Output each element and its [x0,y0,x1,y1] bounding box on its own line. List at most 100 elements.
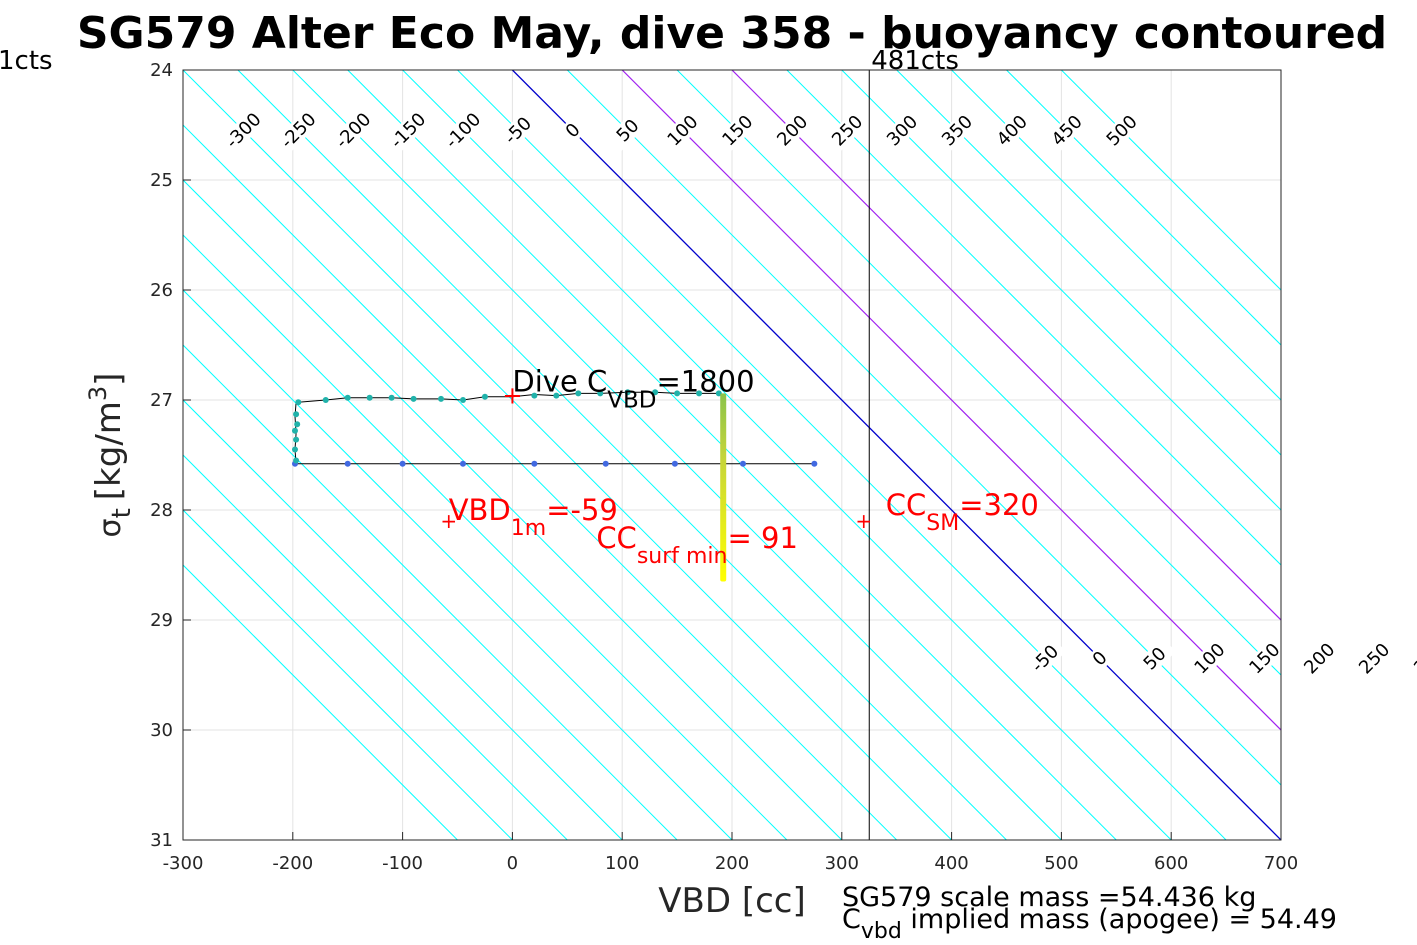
x-tick-label: 0 [507,853,518,874]
contour-line [183,289,733,840]
y-axis-close: ] [89,373,129,386]
contour-line [183,179,843,840]
annotation-marker: + [440,509,457,533]
contour-label-bg [277,109,320,152]
contour-line [676,70,1281,676]
climb-point [410,395,417,402]
footer-c: C [842,904,861,935]
x-tick-label: 400 [934,853,968,874]
annotation-text: VBD [449,493,511,527]
contour-label-bg [1023,637,1067,680]
dive-cvbd-sub: VBD [607,388,656,414]
dive-cvbd-value: =1800 [656,365,754,399]
annotation-label: CCSM=320 [886,488,1039,536]
dive-point [671,460,678,467]
annotation-value: = 91 [728,521,798,555]
contour-label-bg [496,109,540,152]
contour-label-bg [1100,109,1143,152]
dive-point [459,460,466,467]
contour-line [402,70,1172,840]
annotation-text: CC [596,521,637,555]
contour-label-bg [990,109,1034,152]
y-axis-sup: 3 [84,386,112,401]
climb-point [293,411,300,418]
climb-point [531,392,538,399]
dive-point [344,460,351,467]
x-axis-label: VBD [cc] [658,881,806,921]
contour-line [457,70,1227,840]
dive-point [531,460,538,467]
annotation-sub: 1m [511,516,546,541]
x-tick-label: -300 [163,853,204,874]
climb-point [293,436,300,443]
contour-label-bg [441,109,485,152]
dive-traces [291,389,818,582]
climb-point [459,397,466,403]
climb-point [674,390,681,397]
climb-point [366,394,373,401]
contour-label-bg [1298,637,1341,680]
contour-label-bg [1188,637,1231,680]
y-tick-label: 29 [150,610,173,631]
contour-line [566,70,1281,786]
contour-line [183,509,513,840]
contour-line [183,234,788,840]
dive-point [399,460,406,467]
dive-point [602,460,609,467]
footer-line-2: Cvbd implied mass (apogee) = 54.49 [842,904,1337,944]
climb-point [294,421,301,428]
contour-line [731,70,1281,621]
contour-line [511,70,1281,840]
contour-line [183,454,568,840]
contour-line [183,344,678,840]
x-tick-label: 700 [1264,853,1298,874]
annotation-text: CC [886,488,927,522]
x-tick-label: 600 [1154,853,1188,874]
climb-point [295,399,302,406]
contour-line [841,70,1281,511]
contour-label-bg [606,109,649,152]
contour-label-bg [1045,109,1089,152]
climb-point [291,427,298,434]
y-axis-sub: t [107,508,137,518]
contour-line [621,70,1281,731]
contour-label-bg [661,109,704,152]
y-axis-unit: [kg/m [89,401,129,500]
annotation-marker: + [855,509,872,533]
y-tick-label: 25 [150,170,173,191]
contour-label-bg [935,109,979,152]
footer-implied-mass: implied mass (apogee) = 54.49 [902,904,1337,935]
contour-line [1061,70,1281,291]
contour-line [237,70,1007,840]
annotation-value: =-59 [546,493,618,527]
left-edge-label: 1cts [0,46,53,76]
contour-line [1006,70,1281,346]
climb-point [438,395,445,402]
vbd-limit-line: 481cts [868,46,959,840]
climb-point [553,392,560,399]
climb-point [293,457,300,464]
axis-ticks: -300 -200 -100 0 100 200 300 400 500 600 700 24 25 26… [150,60,1298,874]
climb-point [481,393,488,400]
annotation-label: CCsurf min= 91 [596,521,798,569]
contour-label-bg [222,109,265,152]
contour-label-bg [716,109,759,152]
climb-trace-line [294,391,721,464]
contour-label-bg [331,109,375,152]
climb-point [388,394,395,401]
y-tick-label: 30 [150,720,173,741]
y-tick-label: 26 [150,280,173,301]
dive-cvbd-label: Dive CVBD=1800 [512,365,754,414]
contour-label-bg [551,109,594,152]
contour-line [951,70,1281,401]
contour-label-bg [1353,637,1396,680]
contour-label-bg [880,109,924,152]
dive-point [739,460,746,467]
dive-cvbd-marker: + [502,382,522,410]
contour-label-bg [826,109,869,152]
y-tick-label: 31 [150,830,173,851]
footer-vbd-sub: vbd [861,919,902,944]
annotation-sub: surf min [637,544,728,569]
contour-label-bg [1078,637,1122,680]
